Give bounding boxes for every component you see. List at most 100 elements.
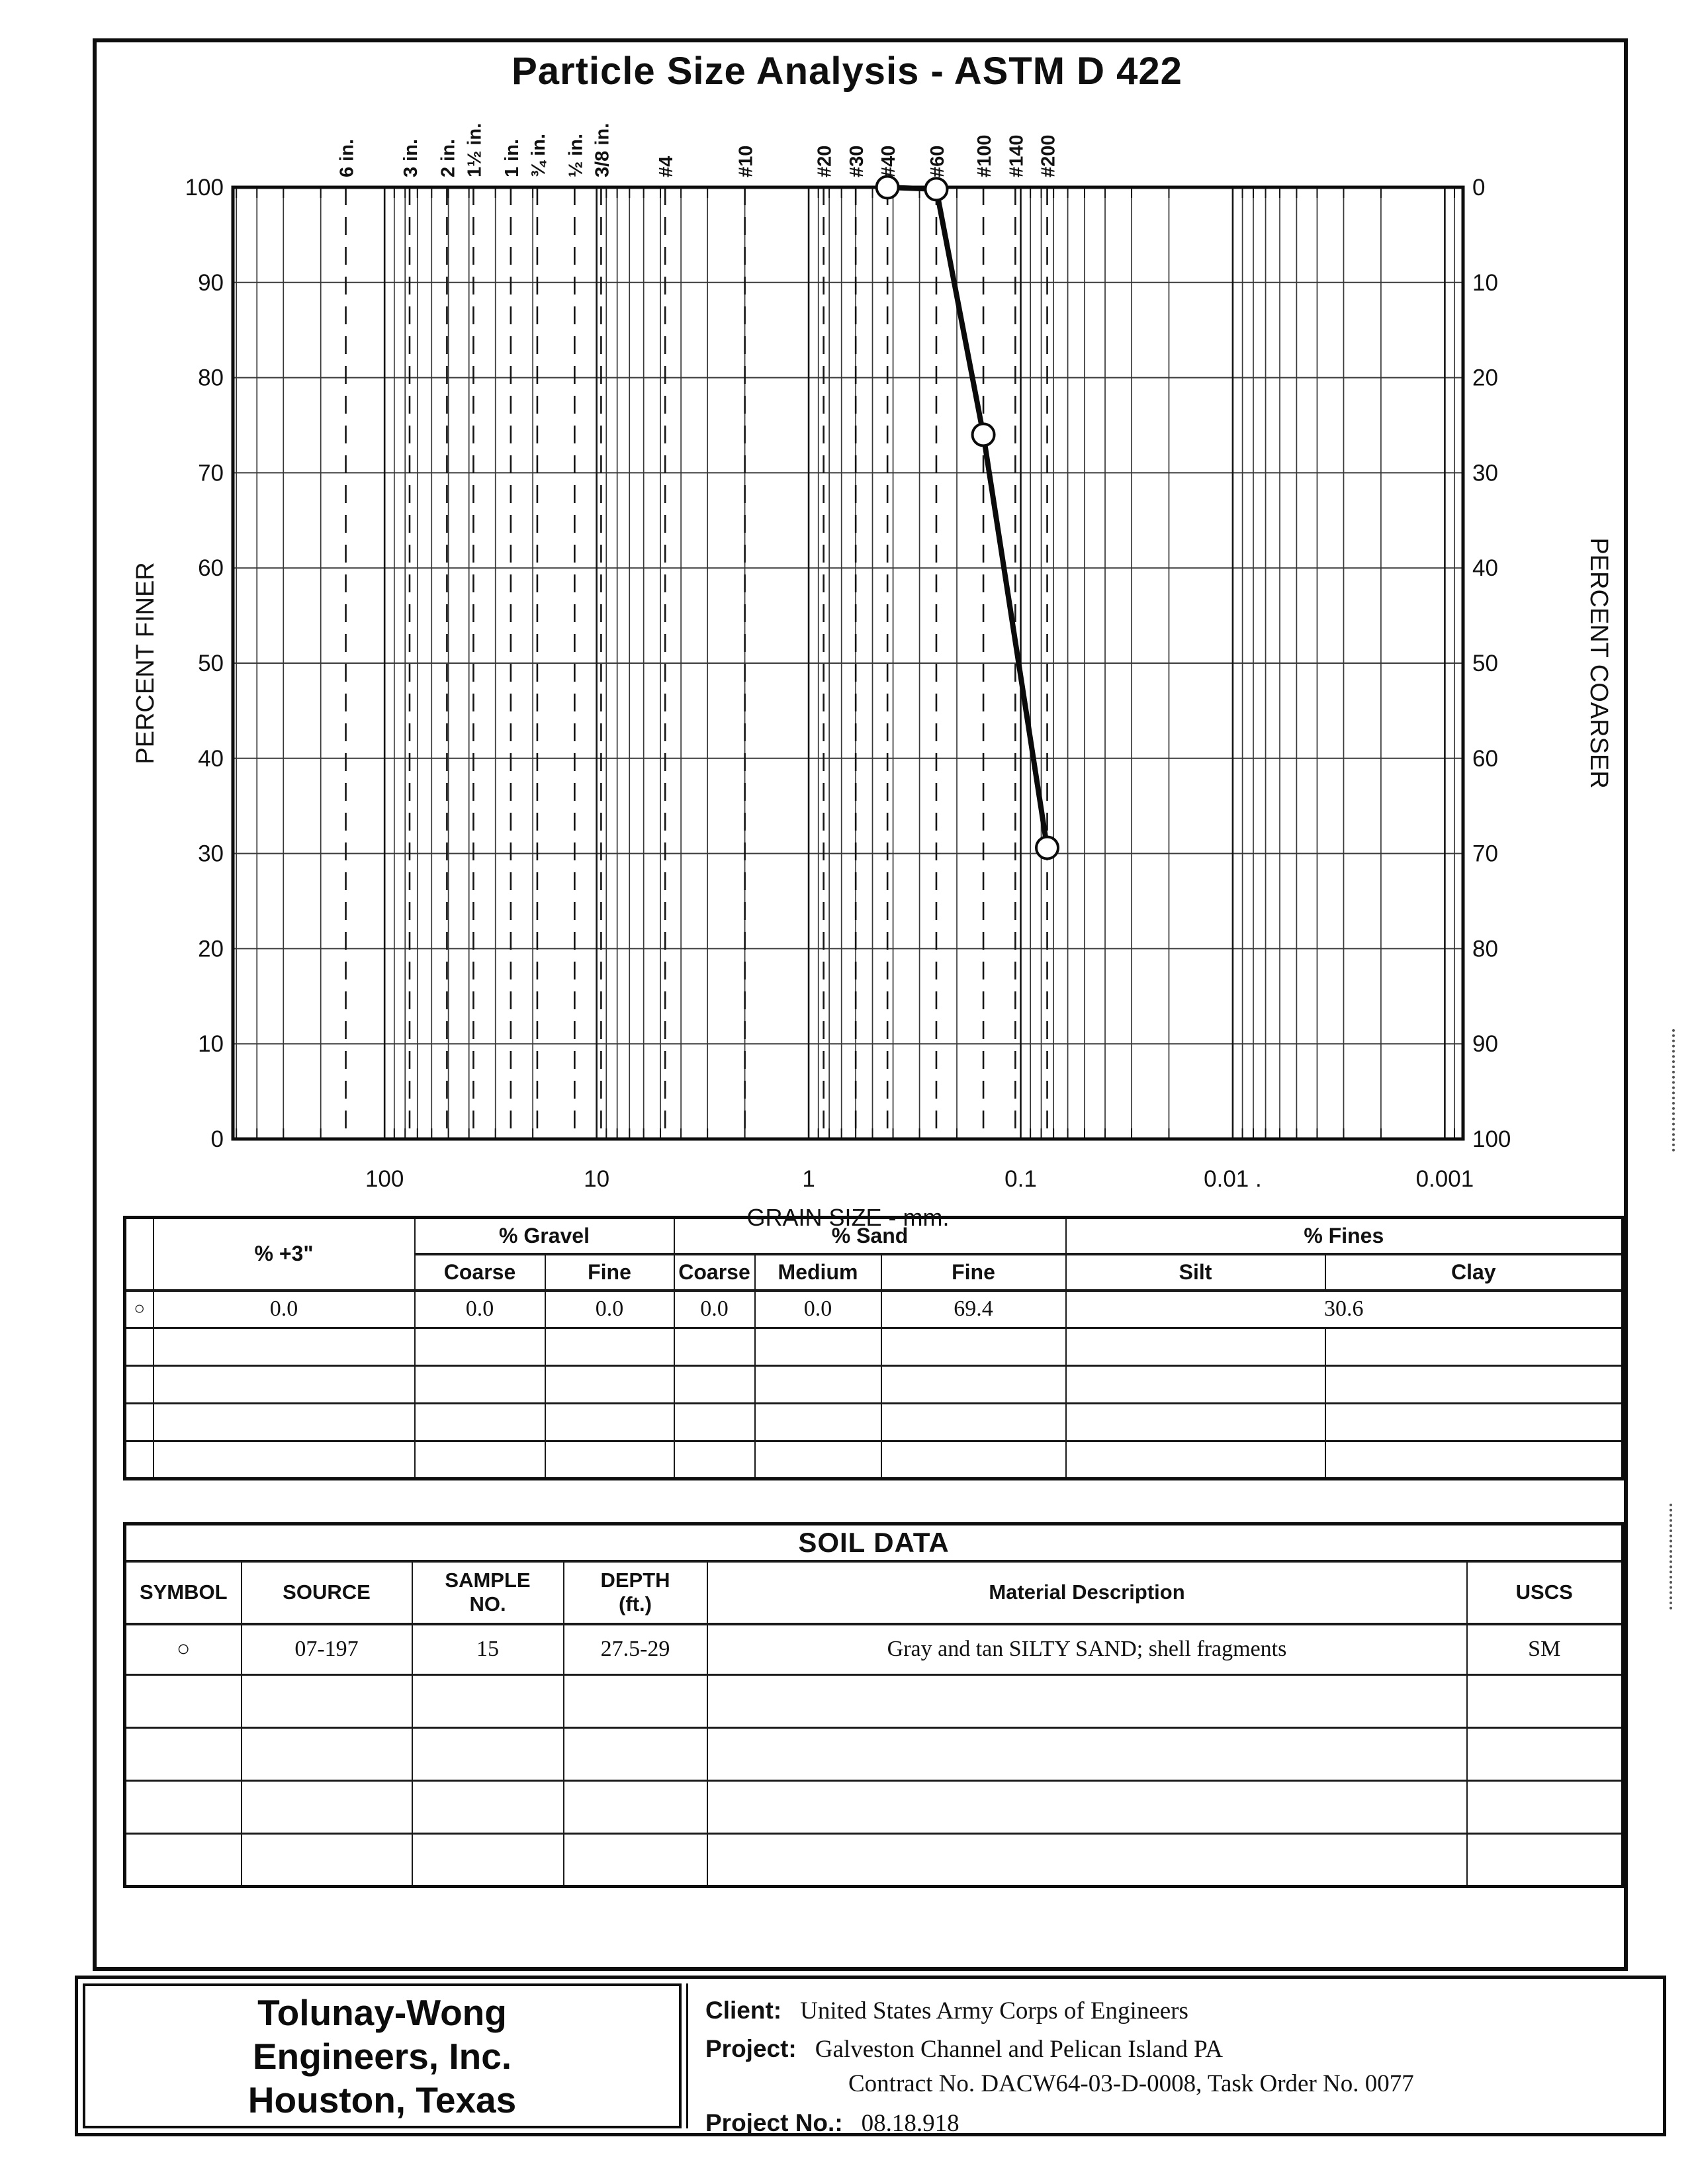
project-value: Galveston Channel and Pelican Island PA bbox=[815, 2036, 1223, 2063]
svg-text:30: 30 bbox=[1472, 460, 1498, 486]
svg-text:70: 70 bbox=[1472, 841, 1498, 867]
svg-text:60: 60 bbox=[198, 555, 224, 581]
soil-empty-row bbox=[124, 1727, 1624, 1782]
svg-text:#40: #40 bbox=[878, 146, 899, 177]
gradation-empty-row bbox=[124, 1402, 1624, 1442]
sand-fine-value: 69.4 bbox=[880, 1289, 1067, 1329]
company-line-3: Houston, Texas bbox=[247, 2079, 517, 2120]
symbol-column-header bbox=[124, 1216, 154, 1292]
client-label: Client: bbox=[705, 1997, 782, 2024]
svg-text:50: 50 bbox=[198, 651, 224, 676]
material-description: Gray and tan SILTY SAND; shell fragments bbox=[706, 1623, 1468, 1676]
svg-text:90: 90 bbox=[198, 270, 224, 296]
svg-text:70: 70 bbox=[198, 460, 224, 486]
svg-text:40: 40 bbox=[1472, 555, 1498, 581]
svg-text:0: 0 bbox=[1472, 175, 1485, 201]
page-title: Particle Size Analysis - ASTM D 422 bbox=[512, 50, 1182, 93]
svg-text:60: 60 bbox=[1472, 746, 1498, 772]
title-block: Tolunay-Wong Engineers, Inc. Houston, Te… bbox=[75, 1976, 1666, 2137]
svg-text:90: 90 bbox=[1472, 1031, 1498, 1057]
fines-value: 30.6 bbox=[1065, 1289, 1624, 1329]
gradation-data-row: ○ 0.0 0.0 0.0 0.0 0.0 69.4 30.6 bbox=[124, 1289, 1624, 1329]
svg-text:100: 100 bbox=[185, 175, 224, 201]
gravel-coarse-header: Coarse bbox=[414, 1253, 546, 1292]
grain-size-chart: 6 in. 3 in. 2 in. 1½ in. 1 in. ¾ in. ½ in. 3/8 … bbox=[132, 123, 1613, 1231]
company-line-2: Engineers, Inc. bbox=[252, 2035, 512, 2077]
company-name-block: Tolunay-Wong Engineers, Inc. Houston, Te… bbox=[83, 1983, 682, 2128]
sample-number: 15 bbox=[411, 1623, 564, 1676]
uscs-class: SM bbox=[1466, 1623, 1624, 1676]
svg-text:2 in.: 2 in. bbox=[437, 139, 459, 177]
sand-fine-header: Fine bbox=[880, 1253, 1067, 1292]
svg-text:20: 20 bbox=[198, 936, 224, 962]
soil-data-row: ○ 07-197 15 27.5-29 Gray and tan SILTY S… bbox=[124, 1623, 1624, 1676]
page-border bbox=[93, 38, 1628, 1971]
svg-text:6 in.: 6 in. bbox=[337, 139, 358, 177]
svg-text:10: 10 bbox=[198, 1031, 224, 1057]
material-description-header: Material Description bbox=[706, 1560, 1468, 1625]
svg-text:10: 10 bbox=[584, 1166, 609, 1192]
project-no-label: Project No.: bbox=[705, 2109, 843, 2136]
silt-header: Silt bbox=[1065, 1253, 1326, 1292]
svg-text:0.01 .: 0.01 . bbox=[1204, 1166, 1262, 1192]
scan-artifact bbox=[1672, 1029, 1675, 1152]
gravel-fine-value: 0.0 bbox=[544, 1289, 675, 1329]
soil-empty-row bbox=[124, 1833, 1624, 1888]
svg-text:¾ in.: ¾ in. bbox=[528, 134, 549, 177]
svg-text:PERCENT COARSER: PERCENT COARSER bbox=[1585, 537, 1613, 788]
svg-text:0.1: 0.1 bbox=[1004, 1166, 1037, 1192]
svg-text:1: 1 bbox=[802, 1166, 815, 1192]
sand-medium-header: Medium bbox=[754, 1253, 882, 1292]
scan-artifact bbox=[1670, 1504, 1672, 1610]
soil-empty-row bbox=[124, 1674, 1624, 1729]
svg-text:1 in.: 1 in. bbox=[502, 139, 523, 177]
soil-data-table: SOIL DATA SYMBOL SOURCE SAMPLE NO. DEPTH… bbox=[123, 1522, 1625, 1888]
clay-header: Clay bbox=[1324, 1253, 1624, 1292]
gradation-empty-row bbox=[124, 1327, 1624, 1367]
gravel-coarse-value: 0.0 bbox=[414, 1289, 546, 1329]
svg-text:100: 100 bbox=[1472, 1126, 1511, 1152]
project-label: Project: bbox=[705, 2035, 797, 2062]
sand-group-header: % Sand bbox=[673, 1216, 1067, 1255]
svg-text:#60: #60 bbox=[927, 146, 948, 177]
depth-header: DEPTH (ft.) bbox=[562, 1560, 708, 1625]
svg-text:40: 40 bbox=[198, 746, 224, 772]
svg-text:1½ in.: 1½ in. bbox=[464, 123, 485, 177]
uscs-header: USCS bbox=[1466, 1560, 1624, 1625]
svg-text:PERCENT FINER: PERCENT FINER bbox=[132, 562, 159, 764]
svg-text:#200: #200 bbox=[1038, 134, 1059, 177]
svg-text:50: 50 bbox=[1472, 651, 1498, 676]
plus3-value: 0.0 bbox=[152, 1289, 416, 1329]
svg-text:80: 80 bbox=[198, 365, 224, 391]
sample-symbol: ○ bbox=[124, 1623, 242, 1676]
symbol-header: SYMBOL bbox=[124, 1560, 242, 1625]
sample-source: 07-197 bbox=[240, 1623, 413, 1676]
project-no-value: 08.18.918 bbox=[861, 2110, 959, 2137]
svg-text:0: 0 bbox=[211, 1126, 224, 1152]
svg-text:3 in.: 3 in. bbox=[400, 139, 422, 177]
svg-text:80: 80 bbox=[1472, 936, 1498, 962]
source-header: SOURCE bbox=[240, 1560, 413, 1625]
gravel-fine-header: Fine bbox=[544, 1253, 675, 1292]
svg-text:#100: #100 bbox=[974, 134, 995, 177]
svg-text:#4: #4 bbox=[656, 156, 677, 177]
series-symbol: ○ bbox=[124, 1289, 154, 1329]
svg-text:3/8 in.: 3/8 in. bbox=[592, 123, 613, 177]
svg-text:½ in.: ½ in. bbox=[565, 134, 586, 177]
plus3-header: % +3" bbox=[152, 1216, 416, 1292]
svg-text:#140: #140 bbox=[1006, 134, 1027, 177]
sample-no-header: SAMPLE NO. bbox=[411, 1560, 564, 1625]
company-line-1: Tolunay-Wong bbox=[257, 1991, 507, 2033]
svg-text:20: 20 bbox=[1472, 365, 1498, 391]
gravel-group-header: % Gravel bbox=[414, 1216, 675, 1255]
gradation-empty-row bbox=[124, 1365, 1624, 1404]
fines-group-header: % Fines bbox=[1065, 1216, 1624, 1255]
sand-medium-value: 0.0 bbox=[754, 1289, 882, 1329]
svg-text:30: 30 bbox=[198, 841, 224, 867]
svg-text:10: 10 bbox=[1472, 270, 1498, 296]
client-value: United States Army Corps of Engineers bbox=[800, 1997, 1188, 2025]
contract-value: Contract No. DACW64-03-D-0008, Task Orde… bbox=[848, 2070, 1414, 2097]
gradation-table: % +3" % Gravel % Sand % Fines Coarse Fin… bbox=[123, 1216, 1625, 1480]
svg-text:#20: #20 bbox=[815, 146, 836, 177]
soil-empty-row bbox=[124, 1780, 1624, 1835]
